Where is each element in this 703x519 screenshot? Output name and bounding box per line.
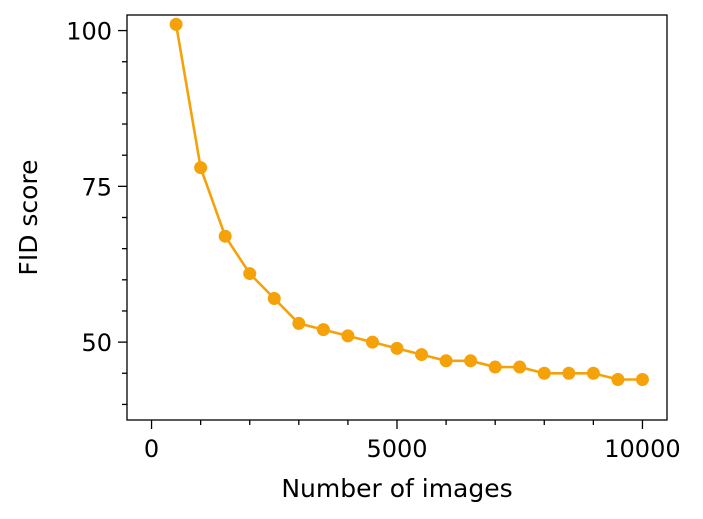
x-tick-label: 5000	[366, 435, 427, 463]
data-point	[636, 373, 649, 386]
data-point	[292, 317, 305, 330]
data-point	[317, 323, 330, 336]
x-tick-label: 0	[144, 435, 159, 463]
data-point	[538, 367, 551, 380]
data-point	[513, 361, 526, 374]
plot-frame	[127, 15, 667, 420]
data-point	[268, 292, 281, 305]
data-point	[194, 161, 207, 174]
data-point	[562, 367, 575, 380]
data-point	[366, 336, 379, 349]
y-tick-label: 100	[66, 18, 112, 46]
data-point	[415, 348, 428, 361]
y-axis-label: FID score	[14, 159, 43, 275]
data-point	[440, 354, 453, 367]
y-tick-label: 50	[81, 329, 112, 357]
data-point	[391, 342, 404, 355]
data-point	[587, 367, 600, 380]
data-point	[341, 329, 354, 342]
data-point	[170, 18, 183, 31]
y-tick-labels: 50 75 100	[66, 18, 112, 358]
data-point	[219, 230, 232, 243]
series-line	[176, 24, 642, 379]
x-axis-label: Number of images	[281, 474, 512, 503]
x-tick-label: 10000	[604, 435, 680, 463]
data-point	[464, 354, 477, 367]
data-point	[489, 361, 502, 374]
y-tick-label: 75	[81, 173, 112, 201]
series-layer	[170, 18, 649, 386]
x-tick-labels: 0 5000 10000	[144, 435, 681, 463]
data-point	[611, 373, 624, 386]
data-point	[243, 267, 256, 280]
